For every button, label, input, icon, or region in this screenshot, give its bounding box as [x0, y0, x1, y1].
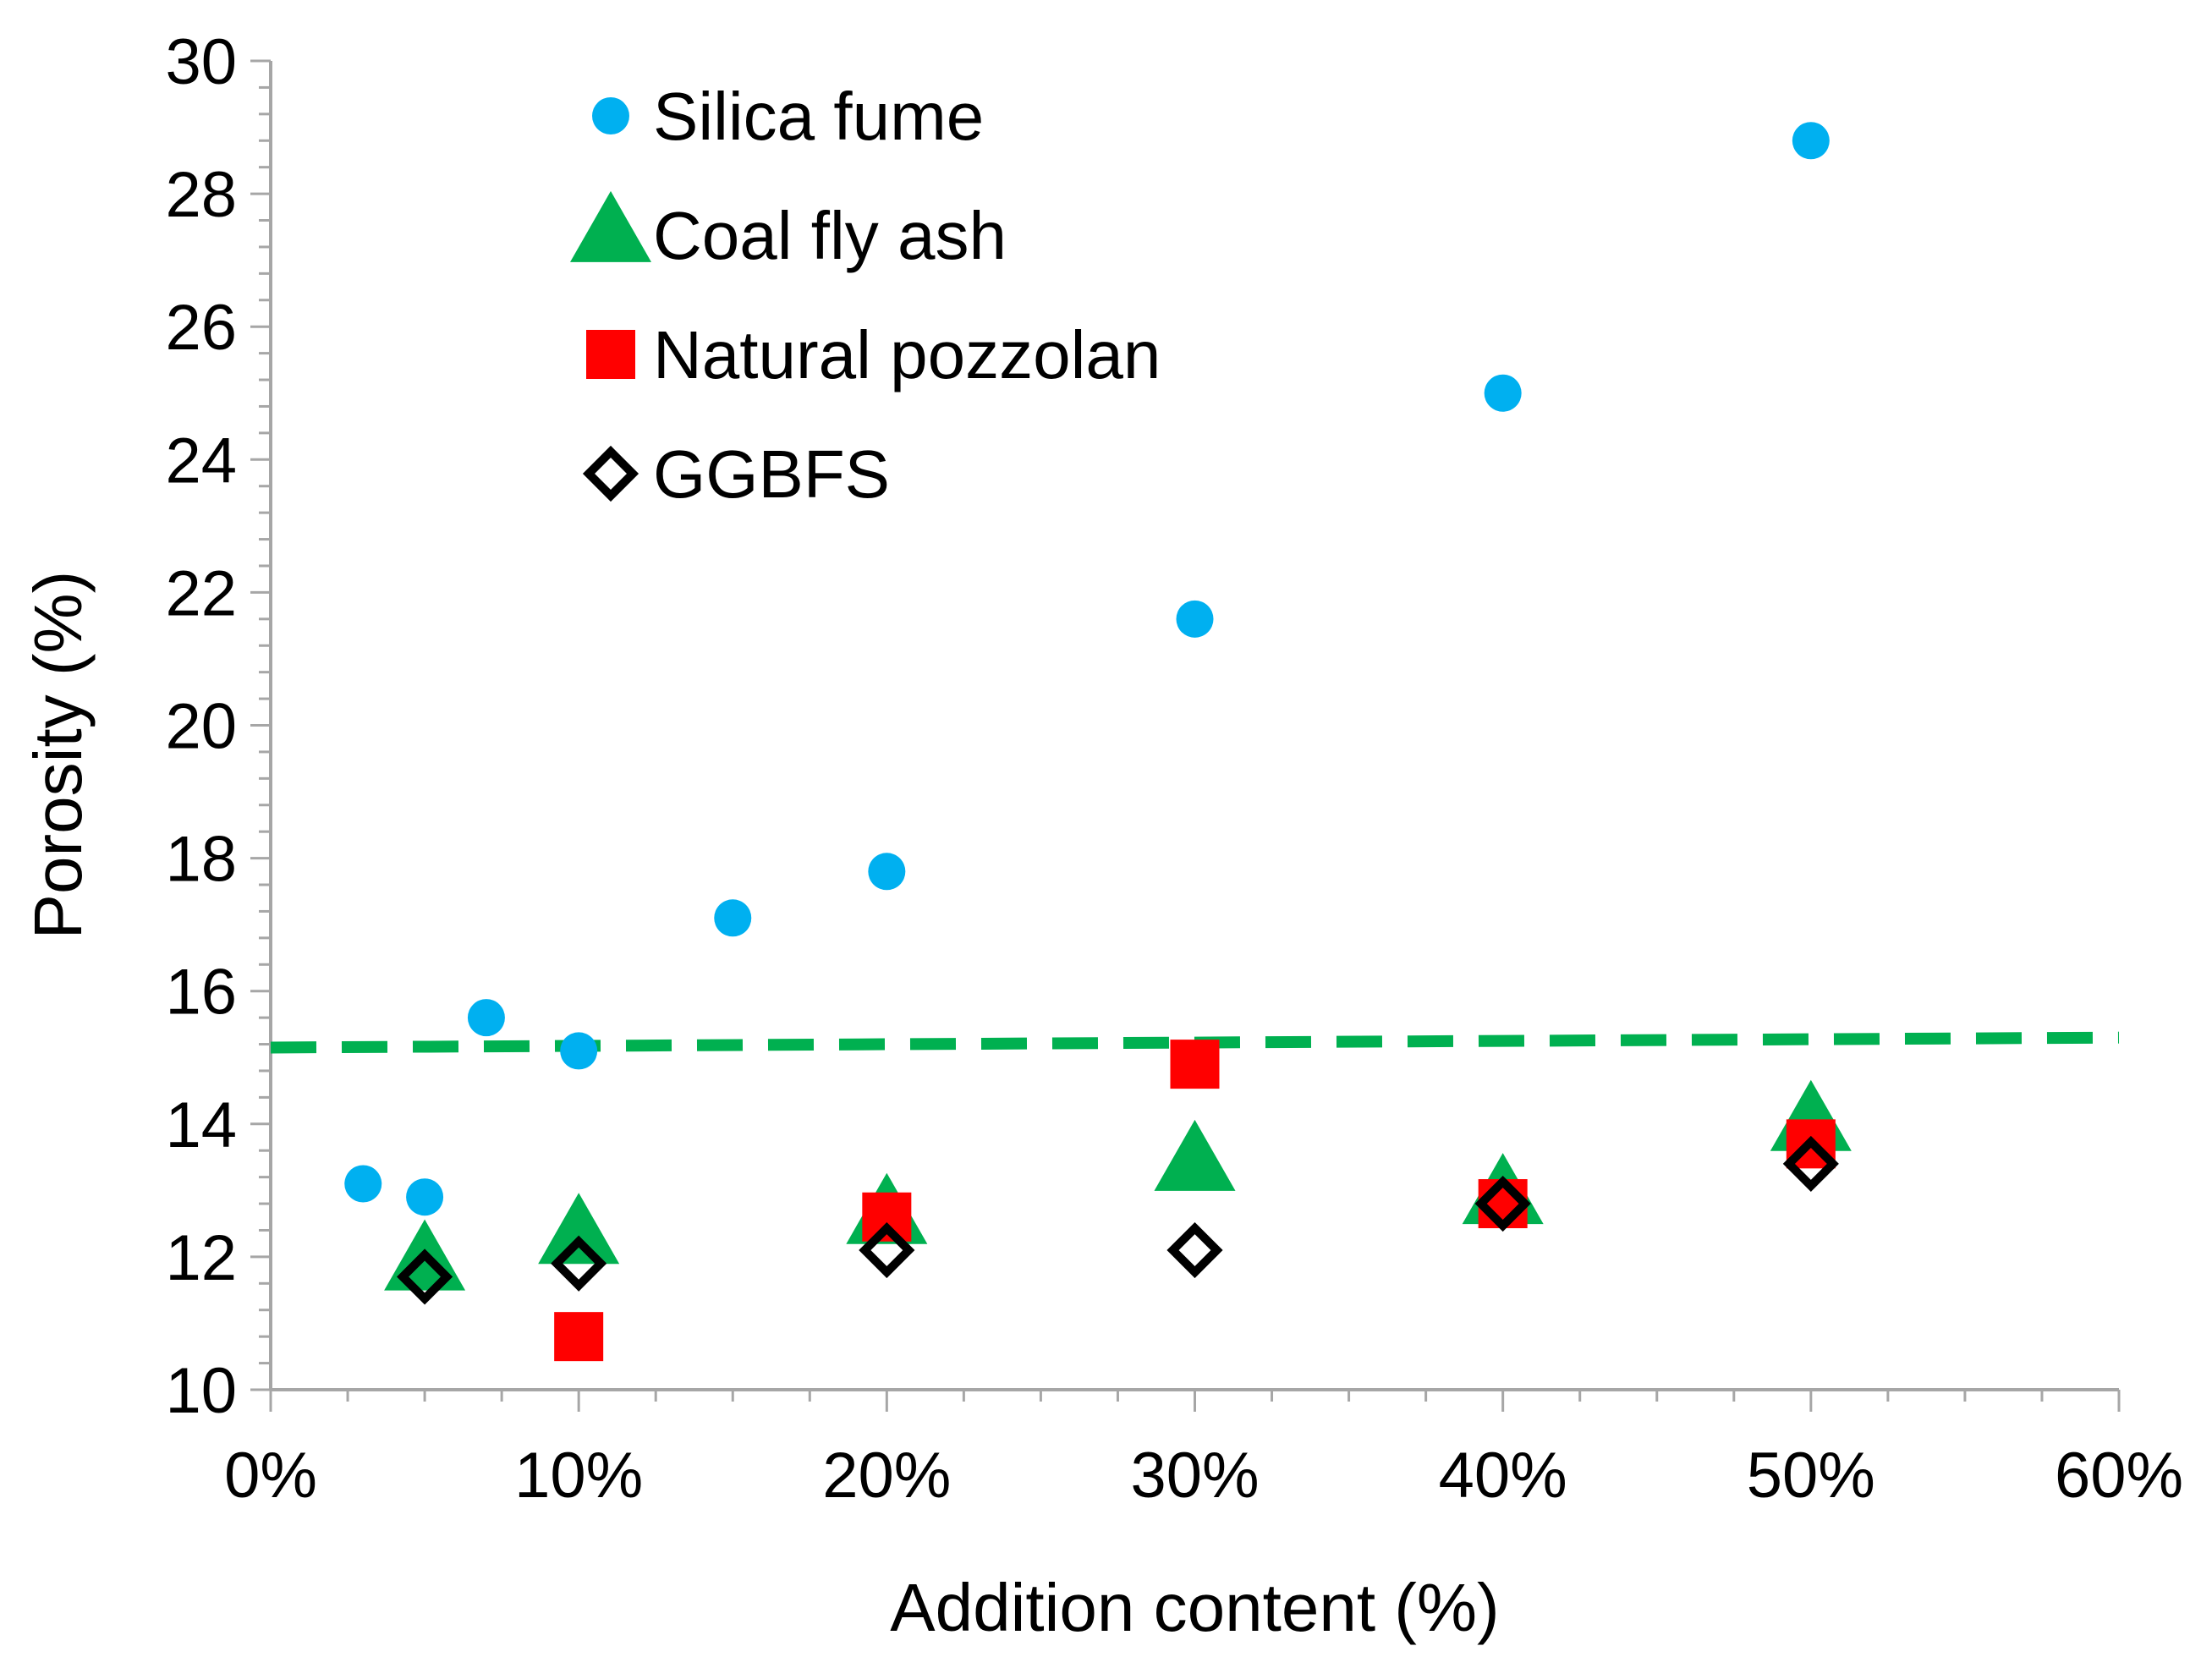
y-axis-title: Porosity (%)	[20, 571, 96, 940]
data-points-layer	[344, 122, 1852, 1362]
series-coal-fly-ash	[384, 1079, 1852, 1291]
circle-point	[560, 1032, 598, 1070]
legend-entry: GGBFS	[582, 436, 890, 512]
triangle-point	[538, 1193, 620, 1265]
y-tick-label: 30	[165, 26, 237, 98]
x-tick-label: 30%	[1130, 1440, 1259, 1512]
circle-point	[868, 853, 906, 891]
y-tick-label: 18	[165, 824, 237, 896]
y-tick-label: 16	[165, 957, 237, 1029]
square-point	[1170, 1040, 1220, 1089]
circle-point	[344, 1165, 382, 1203]
legend: Silica fume Coal fly ash Natural pozzolan G…	[570, 79, 1161, 512]
legend-label: Silica fume	[653, 79, 984, 154]
x-tick-label: 10%	[514, 1440, 643, 1512]
legend-triangle-marker	[570, 190, 651, 262]
legend-square-marker	[586, 330, 635, 379]
circle-point	[406, 1178, 444, 1216]
legend-entry: Silica fume	[592, 79, 984, 154]
circle-point	[714, 899, 752, 937]
square-point	[554, 1312, 604, 1362]
x-tick-label: 0%	[224, 1440, 317, 1512]
y-tick-label: 20	[165, 691, 237, 763]
series-natural-pozzolan	[554, 1040, 1836, 1362]
y-tick-label: 12	[165, 1222, 237, 1294]
legend-label: GGBFS	[653, 436, 890, 512]
y-tick-label: 26	[165, 292, 237, 364]
x-tick-label: 60%	[2055, 1440, 2183, 1512]
circle-point	[1484, 374, 1522, 412]
x-axis-title: Addition content (%)	[890, 1570, 1499, 1645]
circle-point	[467, 999, 505, 1037]
diamond-point	[397, 1248, 453, 1305]
diamond-point	[551, 1235, 607, 1292]
legend-entry: Natural pozzolan	[586, 317, 1161, 392]
triangle-point	[1154, 1119, 1236, 1191]
circle-point	[1176, 600, 1214, 638]
legend-diamond-marker	[582, 445, 639, 502]
y-tick-label: 28	[165, 159, 237, 231]
y-tick-label: 24	[165, 425, 237, 497]
series-ggbfs	[397, 1135, 1839, 1305]
y-tick-label: 22	[165, 557, 237, 629]
circle-point	[1792, 122, 1830, 160]
diamond-point	[1782, 1135, 1839, 1193]
x-tick-label: 50%	[1747, 1440, 1875, 1512]
legend-circle-marker	[592, 97, 629, 134]
legend-label: Natural pozzolan	[653, 317, 1161, 392]
axes: 10 12 14 16 18 20 22 24 26 28 30 0% 10% 20% 30% 40% 50% 6…	[165, 26, 2183, 1512]
diamond-point	[1474, 1175, 1531, 1232]
legend-entry: Coal fly ash	[570, 190, 1007, 273]
diamond-point	[1166, 1221, 1223, 1279]
y-tick-label: 14	[165, 1089, 237, 1161]
x-tick-label: 20%	[822, 1440, 951, 1512]
x-tick-label: 40%	[1439, 1440, 1567, 1512]
series-silica-fume	[344, 122, 1830, 1216]
legend-label: Coal fly ash	[653, 198, 1007, 273]
y-tick-label: 10	[165, 1355, 237, 1427]
diamond-point	[859, 1221, 915, 1279]
